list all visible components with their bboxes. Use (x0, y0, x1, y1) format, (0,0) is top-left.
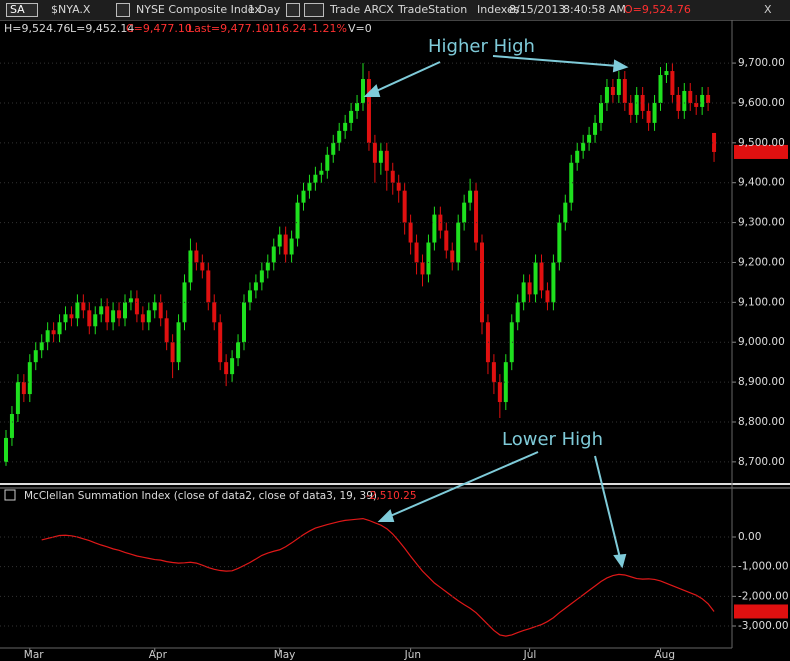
y-tick-label: -2,000.00 (738, 590, 789, 602)
open-value: O=9,524.76 (624, 3, 691, 16)
x-tick-label: Jul (523, 649, 537, 661)
y-tick-label: -1,000.00 (738, 561, 789, 573)
indicator-value-box (734, 604, 788, 619)
range-button[interactable] (304, 3, 324, 17)
y-tick-label: 8,900.00 (738, 376, 785, 388)
indicator-title: McClellan Summation Index (close of data… (24, 490, 377, 502)
y-tick-label: 0.00 (738, 531, 761, 543)
x-tick-label: Mar (24, 649, 44, 661)
indicator-value: -2,510.25 (366, 490, 417, 502)
low-value: L=9,452.14 (70, 22, 135, 35)
volume: V=0 (348, 22, 372, 35)
y-tick-label: 9,300.00 (738, 217, 785, 229)
annotation-arrows (363, 55, 629, 569)
source: TradeStation (398, 3, 468, 16)
category: Indexes (477, 3, 520, 16)
symbol-button[interactable] (6, 3, 38, 17)
y-tick-label: 9,500.00 (738, 137, 785, 149)
interval-button[interactable] (286, 3, 300, 17)
menu-button[interactable] (116, 3, 130, 17)
annotation: Higher High (428, 36, 535, 57)
y-tick-label: 9,600.00 (738, 97, 785, 109)
time: 8:40:58 AM (563, 3, 626, 16)
y-tick-label: 9,200.00 (738, 256, 785, 268)
date: 8/15/2013 (509, 3, 566, 16)
y-tick-label: 9,100.00 (738, 296, 785, 308)
toolbar: SA $NYA.X NYSE Composite Index 1 Day Tra… (0, 0, 790, 21)
annotation: Lower High (502, 429, 603, 450)
exchange: ARCX (364, 3, 394, 16)
indicator-line (41, 517, 715, 637)
pct-change: -1.21% (308, 22, 347, 35)
interval: 1 Day (248, 3, 281, 16)
close-button[interactable]: X (764, 3, 772, 16)
y-tick-label: 9,400.00 (738, 177, 785, 189)
net-change: -116.24 (264, 22, 307, 35)
close-value: C=9,477.10 (126, 22, 192, 35)
description: NYSE Composite Index (136, 3, 261, 16)
y-tick-label: 8,700.00 (738, 456, 785, 468)
x-tick-label: Apr (149, 649, 168, 661)
last-price-box (734, 144, 788, 159)
x-tick-label: Jun (404, 649, 421, 661)
x-tick-label: Aug (655, 649, 676, 661)
y-tick-label: -3,000.00 (738, 620, 789, 632)
y-tick-label: 9,000.00 (738, 336, 785, 348)
high-value: H=9,524.76 (4, 22, 71, 35)
x-tick-label: May (274, 649, 296, 661)
y-tick-label: 9,700.00 (738, 57, 785, 69)
indicator-close-box[interactable] (4, 489, 16, 501)
symbol: $NYA.X (51, 3, 91, 16)
symbol-button-label[interactable]: SA (10, 3, 25, 16)
y-tick-label: 8,800.00 (738, 416, 785, 428)
last-value: Last=9,477.10 (188, 22, 270, 35)
data-type: Trade (330, 3, 361, 16)
